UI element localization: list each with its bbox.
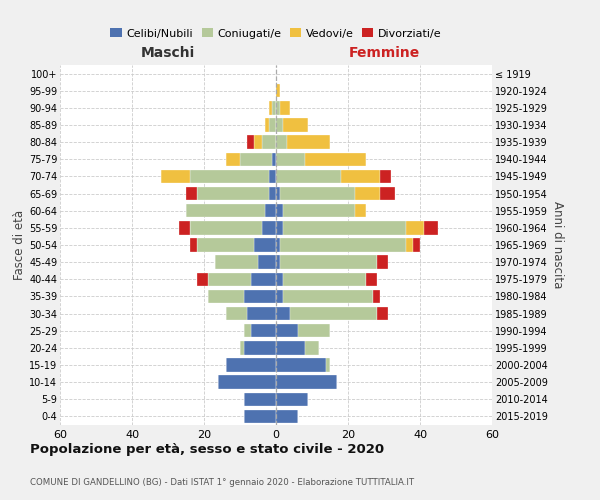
Bar bbox=[276, 272, 283, 286]
Bar bbox=[197, 187, 269, 200]
Bar bbox=[377, 307, 388, 320]
Bar bbox=[190, 170, 269, 183]
Bar bbox=[262, 136, 276, 149]
Bar bbox=[276, 358, 326, 372]
Bar bbox=[254, 238, 276, 252]
Bar bbox=[218, 376, 276, 389]
Bar bbox=[226, 358, 276, 372]
Y-axis label: Anni di nascita: Anni di nascita bbox=[551, 202, 565, 288]
Bar bbox=[280, 187, 355, 200]
Bar bbox=[265, 118, 269, 132]
Bar bbox=[326, 358, 330, 372]
Bar bbox=[283, 290, 373, 303]
Bar bbox=[179, 221, 190, 234]
Bar bbox=[290, 307, 377, 320]
Bar bbox=[244, 410, 276, 423]
Bar bbox=[276, 256, 280, 269]
Bar bbox=[215, 256, 258, 269]
Text: Maschi: Maschi bbox=[141, 46, 195, 60]
Bar bbox=[276, 136, 287, 149]
Bar bbox=[276, 118, 283, 132]
Bar bbox=[377, 256, 388, 269]
Bar bbox=[276, 221, 283, 234]
Bar bbox=[265, 204, 276, 218]
Bar bbox=[280, 238, 406, 252]
Bar bbox=[208, 290, 244, 303]
Bar bbox=[251, 324, 276, 338]
Bar bbox=[190, 238, 197, 252]
Bar bbox=[380, 170, 391, 183]
Bar bbox=[186, 187, 197, 200]
Bar bbox=[287, 136, 330, 149]
Bar bbox=[190, 221, 262, 234]
Bar bbox=[244, 290, 276, 303]
Bar bbox=[208, 272, 251, 286]
Bar bbox=[269, 170, 276, 183]
Bar bbox=[276, 290, 283, 303]
Bar bbox=[272, 152, 276, 166]
Bar bbox=[424, 221, 438, 234]
Bar bbox=[247, 136, 254, 149]
Bar bbox=[373, 290, 380, 303]
Bar bbox=[355, 187, 380, 200]
Bar bbox=[251, 272, 276, 286]
Bar bbox=[276, 238, 280, 252]
Bar bbox=[406, 221, 424, 234]
Bar bbox=[240, 341, 244, 354]
Text: Femmine: Femmine bbox=[349, 46, 419, 60]
Bar bbox=[283, 221, 406, 234]
Bar bbox=[226, 307, 247, 320]
Bar bbox=[305, 152, 366, 166]
Bar bbox=[244, 341, 276, 354]
Bar bbox=[283, 204, 355, 218]
Bar bbox=[406, 238, 413, 252]
Bar bbox=[298, 324, 330, 338]
Y-axis label: Fasce di età: Fasce di età bbox=[13, 210, 26, 280]
Bar bbox=[276, 376, 337, 389]
Bar bbox=[161, 170, 190, 183]
Bar bbox=[276, 392, 308, 406]
Bar bbox=[355, 204, 366, 218]
Bar bbox=[305, 341, 319, 354]
Bar bbox=[276, 170, 341, 183]
Bar bbox=[244, 392, 276, 406]
Bar bbox=[269, 187, 276, 200]
Legend: Celibi/Nubili, Coniugati/e, Vedovi/e, Divorziati/e: Celibi/Nubili, Coniugati/e, Vedovi/e, Di… bbox=[106, 24, 446, 43]
Bar bbox=[244, 324, 251, 338]
Bar bbox=[272, 101, 276, 114]
Bar bbox=[186, 204, 265, 218]
Bar bbox=[380, 187, 395, 200]
Bar bbox=[366, 272, 377, 286]
Text: COMUNE DI GANDELLINO (BG) - Dati ISTAT 1° gennaio 2020 - Elaborazione TUTTITALIA: COMUNE DI GANDELLINO (BG) - Dati ISTAT 1… bbox=[30, 478, 414, 487]
Bar bbox=[240, 152, 272, 166]
Bar bbox=[280, 101, 290, 114]
Bar bbox=[276, 84, 280, 98]
Bar bbox=[197, 272, 208, 286]
Bar bbox=[276, 307, 290, 320]
Bar bbox=[269, 101, 272, 114]
Bar bbox=[247, 307, 276, 320]
Bar bbox=[283, 272, 366, 286]
Text: Popolazione per età, sesso e stato civile - 2020: Popolazione per età, sesso e stato civil… bbox=[30, 442, 384, 456]
Bar bbox=[341, 170, 380, 183]
Bar bbox=[276, 187, 280, 200]
Bar bbox=[254, 136, 262, 149]
Bar bbox=[262, 221, 276, 234]
Bar bbox=[226, 152, 240, 166]
Bar bbox=[269, 118, 276, 132]
Bar bbox=[276, 410, 298, 423]
Bar bbox=[276, 152, 305, 166]
Bar bbox=[413, 238, 420, 252]
Bar bbox=[197, 238, 254, 252]
Bar bbox=[276, 341, 305, 354]
Bar bbox=[276, 204, 283, 218]
Bar bbox=[276, 324, 298, 338]
Bar bbox=[283, 118, 308, 132]
Bar bbox=[276, 101, 280, 114]
Bar bbox=[258, 256, 276, 269]
Bar bbox=[280, 256, 377, 269]
